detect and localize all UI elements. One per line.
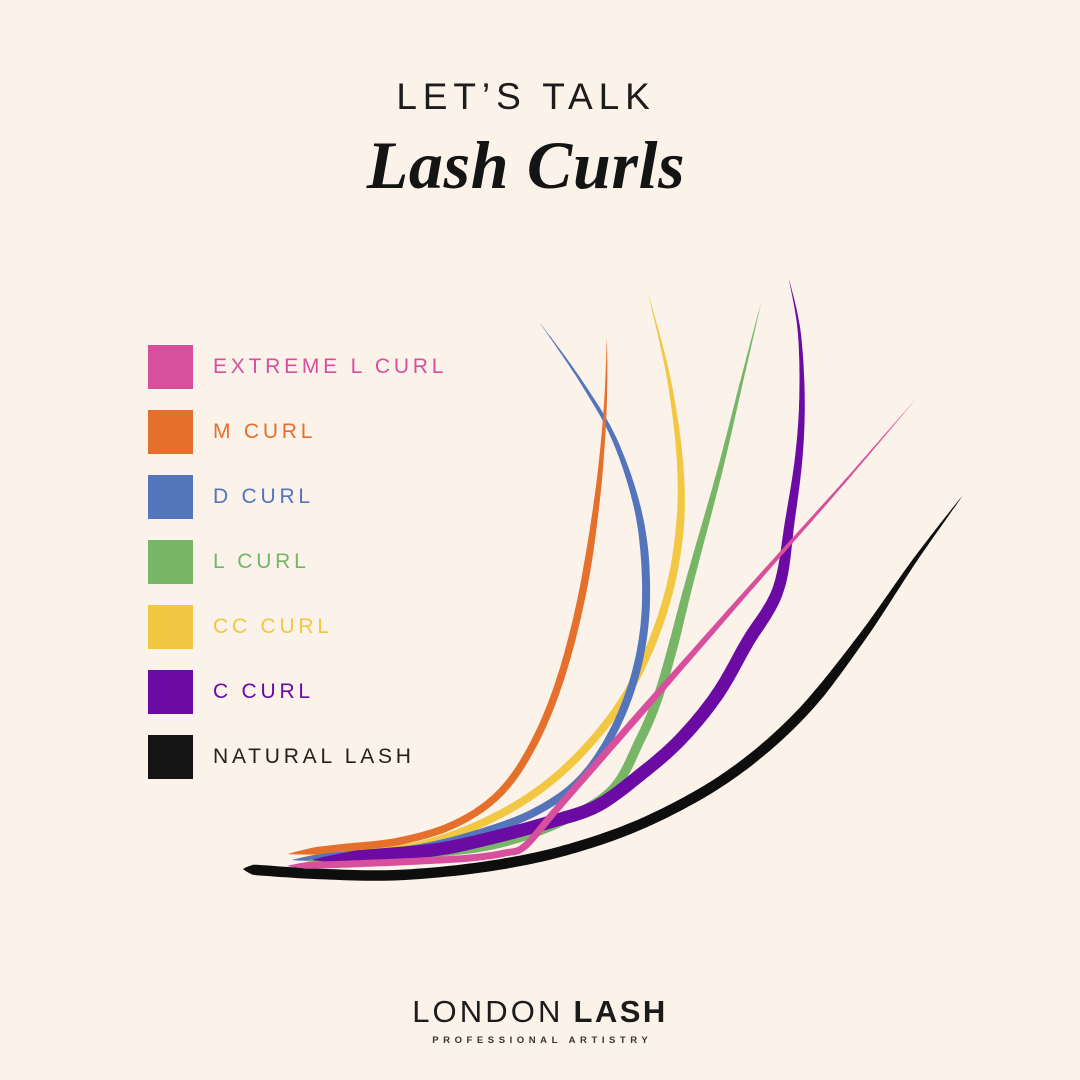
- legend-item-d-curl: D CURL: [148, 475, 447, 519]
- legend-swatch-cc-curl: [148, 605, 193, 649]
- legend-label-m-curl: M CURL: [213, 420, 317, 443]
- brand-name-light: LONDON: [412, 994, 564, 1029]
- brand-footer: LONDON LASH PROFESSIONAL ARTISTRY: [0, 994, 1080, 1046]
- legend-label-l-curl: L CURL: [213, 550, 310, 573]
- legend-label-extreme-l-curl: EXTREME L CURL: [213, 355, 448, 378]
- page-title: Lash Curls: [366, 127, 686, 203]
- legend-item-c-curl: C CURL: [148, 670, 447, 714]
- brand-name-bold: LASH: [573, 994, 668, 1029]
- natural-lash-curve: [243, 495, 963, 881]
- legend-swatch-extreme-l-curl: [148, 345, 193, 389]
- legend-swatch-natural-lash: [148, 735, 193, 779]
- brand-tagline: PROFESSIONAL ARTISTRY: [432, 1035, 653, 1046]
- legend-item-cc-curl: CC CURL: [148, 605, 447, 649]
- legend-label-c-curl: C CURL: [213, 680, 314, 703]
- title-kicker: LET’S TALK: [396, 76, 656, 117]
- legend-item-natural-lash: NATURAL LASH: [148, 735, 447, 779]
- legend-swatch-c-curl: [148, 670, 193, 714]
- l-curl-curve: [305, 303, 761, 864]
- legend-swatch-d-curl: [148, 475, 193, 519]
- legend-item-l-curl: L CURL: [148, 540, 447, 584]
- legend-swatch-l-curl: [148, 540, 193, 584]
- legend-item-m-curl: M CURL: [148, 410, 447, 454]
- brand-logo: LONDON LASH: [0, 994, 1080, 1030]
- legend-label-d-curl: D CURL: [213, 485, 314, 508]
- lash-curl-legend: EXTREME L CURL M CURL D CURL L CURL CC CURL C…: [148, 345, 447, 800]
- legend-item-extreme-l-curl: EXTREME L CURL: [148, 345, 447, 389]
- title-block: LET’S TALK Lash Curls: [0, 76, 1052, 205]
- legend-swatch-m-curl: [148, 410, 193, 454]
- legend-label-cc-curl: CC CURL: [213, 615, 333, 638]
- legend-label-natural-lash: NATURAL LASH: [213, 745, 415, 768]
